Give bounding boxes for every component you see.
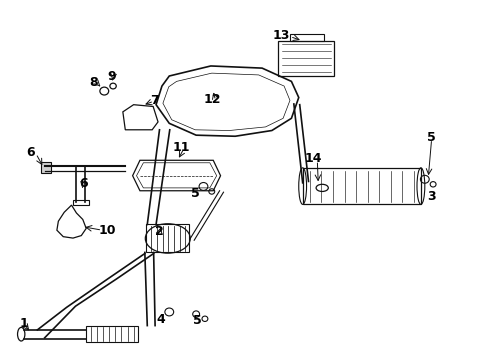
Bar — [303, 168, 421, 204]
Text: 7: 7 — [150, 94, 158, 107]
Text: 5: 5 — [427, 131, 436, 144]
Text: 9: 9 — [108, 69, 117, 82]
Text: 5: 5 — [191, 187, 199, 200]
Text: 6: 6 — [79, 177, 88, 190]
Text: 3: 3 — [427, 190, 436, 203]
Text: 13: 13 — [272, 29, 290, 42]
Text: 6: 6 — [26, 145, 35, 158]
Text: 10: 10 — [98, 224, 116, 238]
Bar — [147, 225, 189, 252]
Bar — [86, 325, 138, 342]
Text: 14: 14 — [305, 152, 322, 165]
Text: 5: 5 — [193, 314, 201, 327]
Text: 12: 12 — [204, 93, 221, 106]
Text: 11: 11 — [173, 140, 190, 153]
Text: 1: 1 — [20, 317, 28, 330]
Text: 4: 4 — [157, 313, 165, 327]
Bar — [290, 35, 324, 41]
Text: 2: 2 — [155, 225, 164, 238]
Text: 8: 8 — [89, 76, 98, 89]
Bar — [73, 200, 89, 205]
Bar — [278, 41, 334, 76]
Bar — [41, 162, 50, 173]
